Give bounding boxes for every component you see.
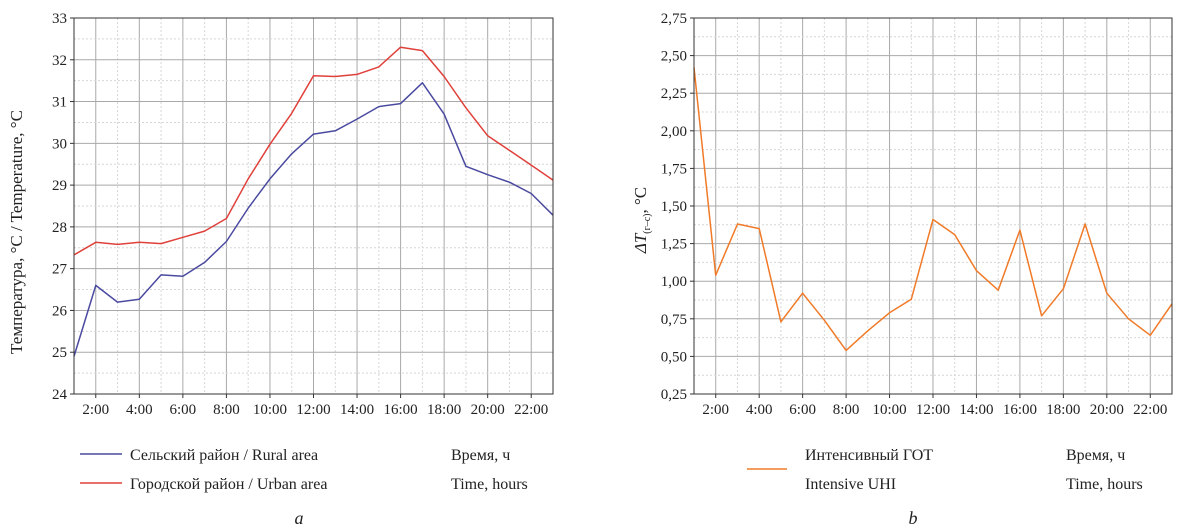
chart-b-x-tick-label: 2:00 xyxy=(702,402,729,418)
chart-a-y-tick-label: 33 xyxy=(52,11,67,27)
chart-a-x-axis-label-en: Time, hours xyxy=(451,476,528,493)
chart-a-series-group xyxy=(73,46,554,357)
chart-a-x-tick-label: 4:00 xyxy=(126,402,153,418)
chart-a-y-axis-label: Температура, °C / Temperature, °C xyxy=(7,110,26,354)
chart-b-x-tick-label: 4:00 xyxy=(746,402,773,418)
legend-label-urban: Городской район / Urban area xyxy=(130,476,327,493)
chart-b-y-tick-label: 2,75 xyxy=(661,11,687,27)
chart-a-x-axis-label-ru: Время, ч xyxy=(451,447,510,464)
chart-b-x-tick-label: 16:00 xyxy=(1003,402,1037,418)
chart-a-series-line-0 xyxy=(73,82,554,357)
chart-b-y-tick-label: 0,25 xyxy=(661,387,687,403)
chart-a-x-tick-label: 20:00 xyxy=(471,402,505,418)
chart-b-series-group xyxy=(693,67,1173,352)
legend-label-rural: Сельский район / Rural area xyxy=(130,447,318,464)
chart-a-y-tick-label: 30 xyxy=(52,136,67,152)
chart-b-x-tick-label: 18:00 xyxy=(1046,402,1080,418)
chart-a-y-tick-label: 27 xyxy=(52,262,68,278)
chart-b-panel-label: b xyxy=(909,508,918,528)
chart-a: 24 25 26 27 28 29 30 31 32 33 2:00 4:00 6:00 8:00 10:0… xyxy=(7,11,554,528)
chart-b-y-tick-label: 1,00 xyxy=(661,274,687,290)
chart-a-x-tick-label: 14:00 xyxy=(340,402,374,418)
chart-b-y-axis-label-sub: (г–с) xyxy=(642,214,653,234)
chart-a-legend: Сельский район / Rural area Городской ра… xyxy=(80,447,327,493)
chart-b-x-tick-label: 12:00 xyxy=(916,402,950,418)
legend-label-uhi-en: Intensive UHI xyxy=(805,476,896,493)
chart-a-x-tick-label: 22:00 xyxy=(514,402,548,418)
chart-a-x-tick-label: 12:00 xyxy=(296,402,330,418)
chart-a-series-line-1 xyxy=(73,46,554,256)
chart-a-x-tick-label: 2:00 xyxy=(82,402,109,418)
chart-b-legend: Интенсивный ГОТ Intensive UHI xyxy=(747,447,933,493)
chart-b-x-axis-label-en: Time, hours xyxy=(1066,476,1143,493)
legend-label-uhi-ru: Интенсивный ГОТ xyxy=(805,447,933,464)
chart-b-y-tick-label: 0,75 xyxy=(661,312,687,328)
chart-b-y-tick-label: 2,50 xyxy=(661,49,687,65)
chart-b-y-tick-label: 0,50 xyxy=(661,349,687,365)
chart-a-x-tick-label: 16:00 xyxy=(384,402,418,418)
chart-b-y-tick-label: 2,25 xyxy=(661,86,687,102)
chart-b-grid xyxy=(694,18,1172,394)
chart-b-x-tick-label: 14:00 xyxy=(959,402,993,418)
chart-b-x-tick-label: 20:00 xyxy=(1090,402,1124,418)
chart-b-y-tick-label: 2,00 xyxy=(661,124,687,140)
chart-a-y-tick-label: 25 xyxy=(52,345,67,361)
chart-a-x-tick-label: 8:00 xyxy=(213,402,240,418)
chart-a-panel-label: a xyxy=(295,508,304,528)
chart-a-y-tick-label: 26 xyxy=(52,303,68,319)
chart-b-y-tick-label: 1,50 xyxy=(661,199,687,215)
chart-b-x-tick-label: 6:00 xyxy=(789,402,816,418)
chart-a-y-tick-label: 28 xyxy=(52,220,67,236)
chart-b-y-axis-label-unit: , °C xyxy=(631,187,650,214)
chart-b-x-tick-label: 22:00 xyxy=(1133,402,1167,418)
chart-b-y-tick-label: 1,75 xyxy=(661,161,687,177)
chart-a-ticks: 24 25 26 27 28 29 30 31 32 33 2:00 4:00 6:00 8:00 10:0… xyxy=(52,11,548,418)
chart-b-x-tick-label: 8:00 xyxy=(833,402,860,418)
chart-a-y-tick-label: 29 xyxy=(52,178,67,194)
chart-b-series-line-0 xyxy=(693,67,1173,352)
chart-a-y-tick-label: 31 xyxy=(52,95,67,111)
chart-b-x-tick-label: 10:00 xyxy=(872,402,906,418)
chart-b-y-axis-label: ΔT(г–с), °C xyxy=(631,187,653,254)
chart-a-y-tick-label: 24 xyxy=(52,387,68,403)
chart-a-x-tick-label: 6:00 xyxy=(170,402,197,418)
chart-a-x-tick-label: 18:00 xyxy=(427,402,461,418)
chart-b-y-axis-label-main: ΔT xyxy=(631,232,650,254)
chart-b-y-tick-label: 1,25 xyxy=(661,237,687,253)
chart-b: 0,25 0,50 0,75 1,00 1,25 1,50 1,75 2,00 2,25 2,50… xyxy=(631,11,1173,528)
chart-a-grid xyxy=(74,18,553,394)
chart-a-x-tick-label: 10:00 xyxy=(253,402,287,418)
chart-b-ticks: 0,25 0,50 0,75 1,00 1,25 1,50 1,75 2,00 2,25 2,50… xyxy=(661,11,1168,418)
chart-b-x-axis-label-ru: Время, ч xyxy=(1066,447,1125,464)
chart-a-y-tick-label: 32 xyxy=(52,53,67,69)
